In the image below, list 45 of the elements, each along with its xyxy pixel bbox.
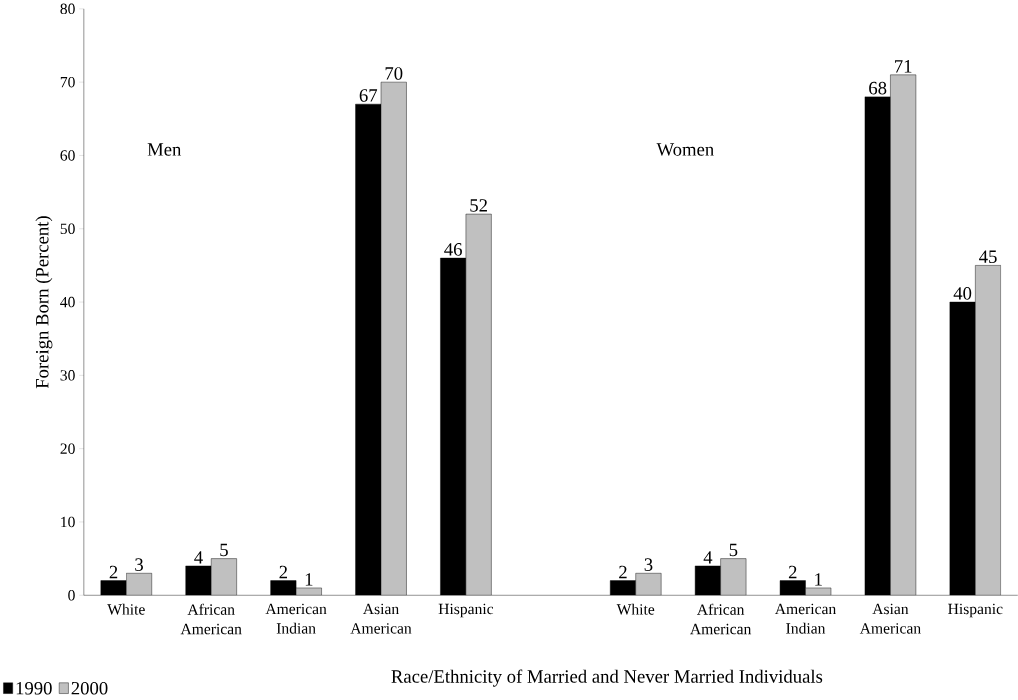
data-label: 45: [979, 250, 997, 263]
data-label: 1: [815, 573, 822, 586]
y-tick-label: 0: [68, 589, 75, 601]
y-tick-label: 50: [60, 223, 75, 234]
x-tick-label: Hispanic: [948, 603, 1003, 618]
x-tick-label: Hispanic: [438, 603, 494, 618]
x-tick-label: Asian American: [350, 603, 412, 634]
data-label: 2: [279, 565, 287, 579]
data-label: 3: [135, 558, 143, 571]
data-label: 2: [109, 565, 118, 579]
annotation: Men: [147, 143, 182, 156]
x-axis-title: Race/Ethnicity of Married and Never Married Individuals: [391, 669, 823, 687]
legend-label: 2000: [71, 681, 108, 695]
data-label: 2: [788, 565, 797, 579]
legend-label: 1990: [16, 681, 52, 695]
data-label: 2: [619, 565, 627, 579]
data-label: 40: [953, 286, 972, 300]
data-label: 4: [194, 551, 203, 564]
data-label: 70: [385, 67, 403, 80]
data-label: 5: [729, 543, 738, 557]
x-tick-label: American Indian: [774, 603, 836, 634]
data-label: 4: [703, 551, 713, 564]
y-tick-label: 30: [60, 369, 75, 381]
y-tick-label: 10: [61, 516, 75, 528]
y-tick-label: 80: [60, 3, 75, 14]
x-tick-label: African American: [690, 603, 752, 635]
y-tick-label: 70: [60, 76, 75, 88]
data-label: 71: [895, 59, 912, 73]
y-tick-label: 20: [60, 443, 75, 454]
data-label: 68: [869, 81, 887, 95]
annotation: Women: [656, 143, 714, 156]
x-tick-label: White: [616, 603, 655, 615]
y-tick-label: 60: [60, 150, 75, 161]
y-axis-title: Foreign Born (Percent): [35, 216, 53, 389]
data-label: 3: [644, 558, 653, 571]
x-tick-label: American Indian: [265, 603, 327, 634]
x-tick-label: White: [107, 603, 145, 615]
x-tick-label: Asian American: [859, 603, 921, 634]
x-tick-label: African American: [180, 603, 242, 635]
data-label: 52: [470, 199, 487, 212]
data-label: 1: [305, 573, 313, 586]
data-label: 67: [359, 89, 378, 102]
y-tick-label: 40: [60, 296, 75, 308]
data-label: 46: [444, 242, 462, 256]
data-label: 5: [220, 543, 228, 557]
